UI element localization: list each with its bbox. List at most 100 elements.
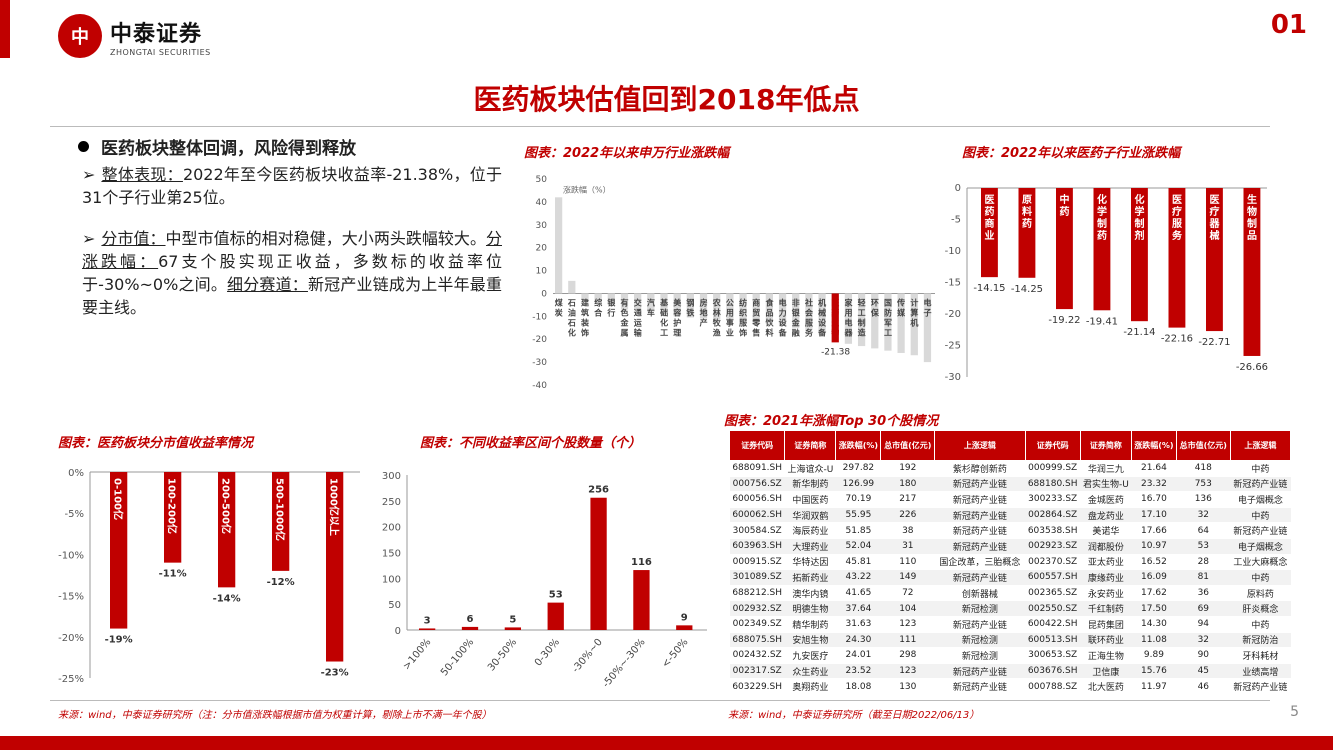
- bar-银行: [607, 293, 615, 305]
- table-row: 603963.SH 大理药业 52.04 31 新冠药产业链 002923.SZ 润都股份 1…: [729, 538, 1291, 555]
- bar-30-50%: [504, 627, 521, 630]
- brand-name-cn: 中泰证券: [110, 21, 203, 47]
- bar-钢铁: [686, 293, 694, 318]
- x-tick-label: 电力设备: [778, 297, 788, 337]
- x-tick-label: 50-100%: [439, 637, 476, 678]
- table-cell: 安旭生物: [784, 632, 836, 649]
- table-header-cell: 证券代码: [1024, 430, 1081, 461]
- table-cell: 002550.SZ: [1025, 600, 1081, 617]
- source-right: 来源：wind，中泰证券研究所（截至日期2022/06/13）: [728, 710, 980, 721]
- value-label: -14%: [213, 593, 241, 604]
- table-row: 002349.SZ 精华制药 31.63 123 新冠药产业链 600422.SH 昆药集团…: [729, 616, 1291, 633]
- bar-0-30%: [547, 602, 564, 630]
- table-cell: 43.22: [835, 569, 881, 586]
- bar-交通运输: [634, 293, 642, 311]
- table-cell: 45.81: [835, 554, 881, 571]
- bar-200-500亿: [218, 472, 236, 588]
- table-cell: 16.09: [1131, 569, 1177, 586]
- table-cell: 紫杉醇创新药: [934, 460, 1025, 477]
- table-cell: 32: [1176, 507, 1231, 524]
- table-cell: 电子烟概念: [1230, 491, 1291, 508]
- table-cell: 中药: [1230, 616, 1291, 633]
- table-cell: 17.50: [1131, 600, 1177, 617]
- table-cell: 新冠检测: [934, 632, 1025, 649]
- table-cell: 14.30: [1131, 616, 1177, 633]
- table-cell: 600513.SH: [1025, 632, 1081, 649]
- bullet-dot-icon: [78, 141, 89, 152]
- bar-煤炭: [555, 197, 563, 294]
- x-tick-label: 公用事业: [725, 298, 734, 337]
- bar-0-100亿: [110, 472, 128, 629]
- table-header-cell: 总市值(亿元): [1175, 430, 1231, 461]
- chart-market-cap: 0% -5% -10% -15% -20% -25% 0-100亿 -19% 100-200亿 -…: [58, 468, 360, 685]
- table-cell: 新冠药产业链: [934, 538, 1025, 555]
- table-cell: 110: [880, 554, 935, 571]
- table-cell: 21.64: [1131, 460, 1177, 477]
- bar-公用事业: [726, 293, 734, 321]
- table-cell: 华润三九: [1080, 460, 1132, 477]
- bar-医疗器械: [1206, 188, 1223, 332]
- table-row: 301089.SZ 拓新药业 43.22 149 新冠药产业链 600557.SH 康缘药业…: [729, 569, 1291, 586]
- table-cell: 10.97: [1131, 538, 1177, 555]
- table-header-cell: 涨跌幅(%): [835, 430, 882, 461]
- table-cell: 002317.SZ: [729, 663, 785, 680]
- table-cell: 明德生物: [784, 600, 836, 617]
- value-label: 256: [588, 485, 609, 496]
- y-tick-label: -5: [951, 215, 961, 226]
- table-cell: 192: [880, 460, 935, 477]
- table-cell: 中药: [1230, 460, 1291, 477]
- table-cell: 301089.SZ: [729, 569, 785, 586]
- table-cell: 136: [1176, 491, 1231, 508]
- value-label: 5: [509, 614, 516, 625]
- table-cell: 润都股份: [1080, 538, 1132, 555]
- table-cell: 000915.SZ: [729, 554, 785, 571]
- table-cell: 300584.SZ: [729, 522, 785, 539]
- table-cell: 688075.SH: [729, 632, 785, 649]
- bullet-section: 医药板块整体回调，风险得到释放 ➢ 整体表现：2022年至今医药板块收益率-21.…: [78, 134, 502, 337]
- bar-电子: [923, 293, 932, 363]
- x-tick-label: 非银金融: [791, 297, 801, 337]
- y-tick-label: 0: [541, 289, 547, 299]
- table-header-cell: 总市值(亿元): [880, 430, 936, 461]
- table-row: 600056.SH 中国医药 70.19 217 新冠药产业链 300233.SZ 金城医药…: [729, 491, 1291, 508]
- table-cell: 31: [880, 538, 935, 555]
- table-cell: 新华制药: [784, 476, 836, 493]
- table-cell: 九安医疗: [784, 647, 836, 664]
- table-cell: 603229.SH: [729, 678, 785, 695]
- bar-500-1000亿: [272, 472, 290, 571]
- x-tick-label: 环保: [870, 298, 880, 317]
- table-cell: 81: [1176, 569, 1231, 586]
- table-cell: 华润双鹤: [784, 507, 836, 524]
- table-cell: 70.19: [835, 491, 881, 508]
- bar--50%~-30%: [633, 570, 650, 630]
- chart-sw-industries: 50 40 30 20 10 0 -10 -20 -30 -40 涨跌幅（%） 煤炭石油石化建筑装饰综…: [532, 175, 935, 391]
- chart-title-sub: 图表：2022年以来医药子行业涨跌幅: [962, 146, 1181, 161]
- y-tick-label: -40: [532, 381, 547, 391]
- table-cell: 众生药业: [784, 663, 836, 680]
- table-cell: 17.10: [1131, 507, 1177, 524]
- table-cell: 123: [880, 663, 935, 680]
- category-label: 生物制品: [1247, 193, 1257, 242]
- table-header-cell: 证券简称: [1079, 430, 1132, 461]
- table-cell: 46: [1176, 678, 1231, 695]
- y-tick-label: 20: [536, 244, 548, 254]
- table-cell: 002932.SZ: [729, 600, 785, 617]
- value-label: -19%: [105, 635, 133, 646]
- y-tick-label: -15: [945, 278, 961, 289]
- table-row: 002317.SZ 众生药业 23.52 123 新冠药产业链 603676.SH 卫信康 1…: [729, 663, 1291, 680]
- y-tick-label: 50: [388, 600, 401, 611]
- table-cell: 盘龙药业: [1080, 507, 1132, 524]
- table-cell: 永安药业: [1080, 585, 1132, 602]
- source-left: 来源：wind，中泰证券研究所（注：分市值涨跌幅根据市值为权重计算，剔除上市不满…: [58, 710, 492, 721]
- category-label: 1000亿以上: [328, 478, 341, 536]
- table-cell: 新冠药产业链: [1230, 522, 1291, 539]
- table-cell: 603538.SH: [1025, 522, 1081, 539]
- bullet-heading: 医药板块整体回调，风险得到释放: [78, 134, 502, 159]
- table-cell: 海辰药业: [784, 522, 836, 539]
- table-cell: 澳华内镜: [784, 585, 836, 602]
- value-label: -26.66: [1236, 362, 1268, 373]
- table-header-row: 证券代码 证券简称 涨跌幅(%) 总市值(亿元) 上涨逻辑 证券代码 证券简称 涨跌幅(%) 总…: [728, 430, 1292, 461]
- table-cell: 600557.SH: [1025, 569, 1081, 586]
- table-cell: 17.66: [1131, 522, 1177, 539]
- table-cell: 美诺华: [1080, 522, 1132, 539]
